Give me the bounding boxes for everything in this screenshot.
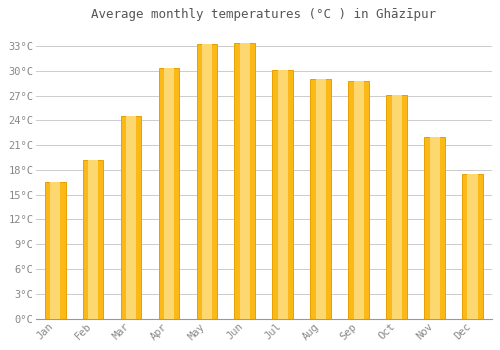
Bar [386, 95, 407, 318]
Bar [50, 182, 60, 318]
Bar [120, 116, 142, 318]
Bar [316, 79, 326, 318]
Bar [354, 80, 364, 318]
Bar [202, 44, 212, 318]
Bar [310, 79, 332, 318]
Bar [424, 137, 445, 318]
Bar [164, 68, 173, 318]
Bar [44, 182, 66, 318]
Bar [348, 80, 369, 318]
Bar [196, 44, 218, 318]
Bar [240, 43, 250, 318]
Bar [234, 43, 256, 318]
Bar [164, 68, 174, 318]
Bar [126, 116, 136, 318]
Bar [468, 174, 478, 318]
Bar [468, 174, 477, 318]
Bar [462, 174, 483, 318]
Bar [126, 116, 136, 318]
Bar [88, 160, 98, 318]
Bar [278, 70, 287, 318]
Bar [430, 137, 440, 318]
Bar [88, 160, 99, 318]
Bar [392, 95, 402, 318]
Bar [158, 68, 180, 318]
Bar [202, 44, 211, 318]
Bar [316, 79, 326, 318]
Bar [272, 70, 293, 318]
Title: Average monthly temperatures (°C ) in Ghāzīpur: Average monthly temperatures (°C ) in Gh… [92, 8, 436, 21]
Bar [278, 70, 288, 318]
Bar [392, 95, 402, 318]
Bar [430, 137, 440, 318]
Bar [82, 160, 103, 318]
Bar [50, 182, 60, 318]
Bar [354, 80, 364, 318]
Bar [240, 43, 250, 318]
